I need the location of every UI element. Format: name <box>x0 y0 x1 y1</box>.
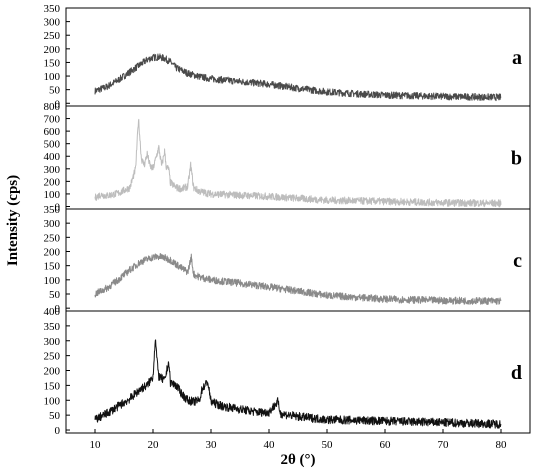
y-tick-label: 50 <box>49 289 61 301</box>
y-tick-label: 200 <box>44 176 61 188</box>
series-line-d <box>94 339 502 429</box>
y-tick-label: 100 <box>44 275 61 287</box>
x-tick-label: 40 <box>264 439 276 451</box>
x-tick-label: 60 <box>380 439 392 451</box>
panel-label-d: d <box>511 362 522 384</box>
y-tick-label: 800 <box>44 101 61 113</box>
y-tick-label: 300 <box>44 218 61 230</box>
panel-label-a: a <box>512 47 522 69</box>
y-tick-label: 350 <box>44 204 61 216</box>
y-tick-label: 150 <box>44 380 61 392</box>
panel-frame <box>65 208 531 312</box>
x-tick-label: 50 <box>322 439 334 451</box>
y-tick-label: 0 <box>55 98 61 110</box>
y-tick-label: 600 <box>44 126 61 138</box>
y-tick-label: 50 <box>49 85 61 97</box>
panel-label-c: c <box>513 250 522 272</box>
x-tick-label: 70 <box>438 439 450 451</box>
chart-panels: 050100150200250300350a010020030040050060… <box>44 3 531 437</box>
series-line-c <box>94 253 502 305</box>
x-tick-label: 20 <box>148 439 160 451</box>
y-tick-label: 150 <box>44 57 61 69</box>
y-tick-label: 350 <box>44 321 61 333</box>
y-tick-label: 200 <box>44 366 61 378</box>
y-tick-label: 700 <box>44 114 61 126</box>
y-tick-label: 0 <box>55 303 61 315</box>
x-axis-title: 2θ (°) <box>280 452 315 468</box>
x-tick-label: 10 <box>90 439 102 451</box>
y-tick-label: 100 <box>44 71 61 83</box>
y-tick-label: 250 <box>44 232 61 244</box>
x-tick-label: 30 <box>206 439 218 451</box>
panel-frame <box>65 7 531 107</box>
y-axis-title: Intensity (cps) <box>5 175 21 266</box>
y-tick-label: 250 <box>44 30 61 42</box>
y-tick-label: 200 <box>44 44 61 56</box>
y-tick-label: 200 <box>44 247 61 259</box>
y-tick-label: 300 <box>44 336 61 348</box>
y-tick-label: 100 <box>44 189 61 201</box>
y-tick-label: 0 <box>55 201 61 213</box>
shared-x-axis: 10 20 30 40 50 60 70 80 <box>90 429 508 451</box>
series-line-b <box>94 118 502 208</box>
panel-frame <box>65 310 531 434</box>
panel-c: 0 50 100 150 200 250 300 350 c <box>44 204 531 315</box>
panel-label-b: b <box>511 148 522 170</box>
y-tick-label: 500 <box>44 139 61 151</box>
y-tick-label: 50 <box>49 410 61 422</box>
x-tick-label: 80 <box>496 439 508 451</box>
y-tick-label: 300 <box>44 164 61 176</box>
y-tick-label: 350 <box>44 3 61 15</box>
y-tick-label: 0 <box>55 425 61 437</box>
panel-d: 0 50 100 150 200 250 300 350 400 d <box>44 306 531 437</box>
series-line-a <box>94 53 502 102</box>
panel-frame <box>65 105 531 210</box>
y-tick-label: 100 <box>44 395 61 407</box>
y-tick-label: 150 <box>44 261 61 273</box>
y-tick-label: 400 <box>44 151 61 163</box>
y-tick-label: 300 <box>44 17 61 29</box>
y-tick-label: 250 <box>44 351 61 363</box>
y-tick-label: 400 <box>44 306 61 318</box>
